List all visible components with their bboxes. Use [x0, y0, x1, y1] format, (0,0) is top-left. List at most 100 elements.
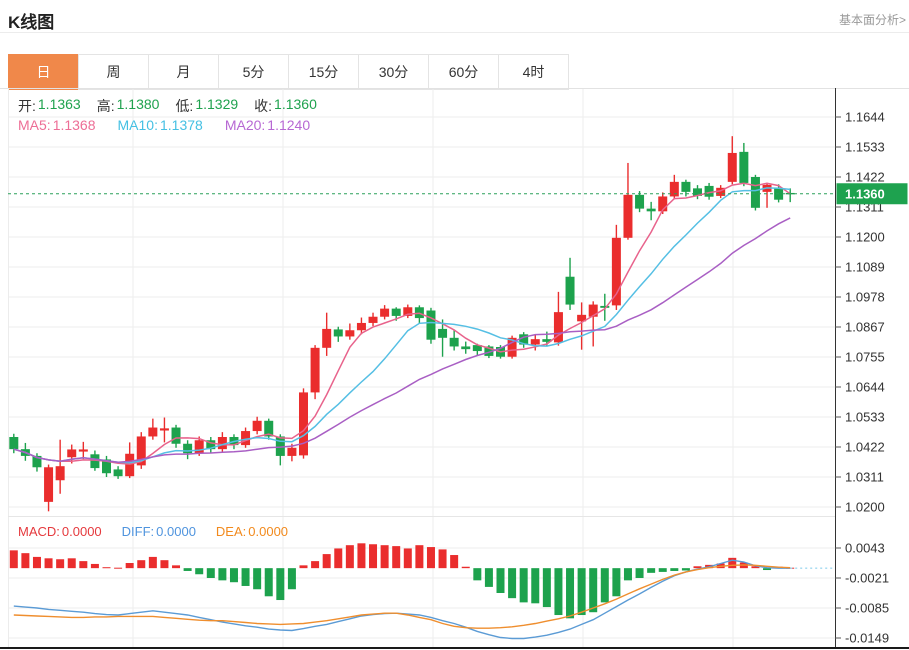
candle: [299, 392, 308, 456]
macd-bar: [751, 566, 760, 569]
candle: [727, 152, 737, 182]
tab-week[interactable]: 周: [78, 54, 149, 90]
ma20-label: MA20:: [224, 117, 266, 133]
open-value: 1.1363: [37, 96, 81, 112]
candle: [600, 305, 610, 308]
candle: [530, 339, 540, 345]
candle: [183, 443, 193, 454]
candle: [55, 466, 65, 481]
ma-line-ma10: [13, 187, 791, 464]
candle: [113, 469, 123, 477]
candle: [241, 431, 251, 446]
candle: [438, 328, 448, 338]
price-axis-label: 1.0644: [845, 380, 885, 395]
candle: [136, 436, 146, 466]
macd-axis-label: 0.0043: [845, 541, 885, 556]
diff-line: [13, 559, 791, 640]
ma20-value: 1.1240: [267, 117, 311, 133]
ma10-value: 1.1378: [159, 117, 203, 133]
ma5-value: 1.1368: [52, 117, 96, 133]
macd-bar: [137, 560, 146, 569]
open-label: 开:: [18, 98, 36, 114]
price-axis-label: 1.0533: [845, 410, 885, 425]
tab-day[interactable]: 日: [8, 54, 79, 90]
candle: [646, 208, 656, 212]
candle: [449, 337, 459, 347]
candle: [565, 276, 575, 305]
candle: [635, 194, 645, 209]
candle: [345, 330, 355, 337]
candle: [553, 312, 563, 343]
candle: [403, 307, 413, 316]
diff-value: 0.0000: [156, 524, 196, 539]
macd-axis-label: -0.0085: [845, 601, 889, 616]
fundamental-analysis-link[interactable]: 基本面分析>: [838, 13, 906, 27]
macd-bar: [542, 568, 551, 608]
tab-60min[interactable]: 60分: [428, 54, 499, 90]
ma-info: MA5: 1.1368 MA10: 1.1378 MA20: 1.1240: [18, 117, 310, 133]
candle: [264, 420, 274, 437]
macd-bar: [148, 556, 157, 569]
candle: [658, 196, 668, 212]
macd-bar: [276, 568, 285, 601]
macd-bar: [357, 543, 366, 569]
macd-bar: [253, 568, 262, 590]
macd-bar: [658, 568, 667, 572]
candle: [32, 455, 42, 468]
macd-bar: [670, 568, 679, 571]
macd-bar: [566, 568, 575, 619]
macd-bar: [380, 545, 389, 569]
macd-bar: [508, 568, 517, 599]
ma5-label: MA5:: [18, 117, 51, 133]
macd-bar: [56, 559, 65, 569]
close-value: 1.1360: [274, 96, 317, 112]
candle: [310, 347, 320, 393]
macd-bar: [681, 568, 690, 571]
macd-bar: [728, 557, 737, 569]
candle: [507, 337, 517, 357]
header-divider: [0, 32, 909, 33]
tab-month[interactable]: 月: [148, 54, 219, 90]
macd-bar: [369, 544, 378, 569]
candle: [90, 454, 100, 469]
macd-bar: [21, 553, 30, 569]
candle: [333, 329, 343, 337]
candle: [322, 328, 332, 348]
candle: [252, 420, 262, 432]
macd-bar: [44, 558, 53, 569]
candle: [588, 304, 598, 317]
candle: [368, 316, 378, 323]
price-axis-label: 1.1422: [845, 170, 885, 185]
candle: [148, 427, 158, 437]
tab-5min[interactable]: 5分: [218, 54, 289, 90]
candle: [739, 151, 749, 183]
macd-bar: [635, 568, 644, 578]
macd-bar: [623, 568, 632, 581]
macd-bar: [125, 563, 134, 569]
macd-bar: [241, 568, 250, 586]
macd-bar: [519, 568, 528, 603]
macd-bar: [79, 561, 88, 569]
tab-30min[interactable]: 30分: [358, 54, 429, 90]
tab-15min[interactable]: 15分: [288, 54, 359, 90]
candle: [287, 447, 297, 456]
low-label: 低:: [175, 98, 194, 114]
ohlc-info: 开: 1.1363 高: 1.1380 低: 1.1329 收: 1.1360: [18, 96, 317, 116]
macd-bar: [577, 568, 586, 616]
tab-4hour[interactable]: 4时: [498, 54, 569, 90]
price-axis-label: 1.1533: [845, 140, 885, 155]
current-price-badge-label: 1.1360: [845, 186, 885, 201]
candle: [356, 322, 366, 331]
price-axis-label: 1.0755: [845, 350, 885, 365]
macd-bar: [102, 567, 111, 569]
current-price-badge: [836, 183, 908, 205]
price-axis-label: 1.0200: [845, 500, 885, 515]
macd-bar: [473, 568, 482, 581]
candle: [391, 308, 401, 316]
high-value: 1.1380: [116, 96, 160, 112]
macd-axis-label: -0.0021: [845, 571, 889, 586]
candle: [44, 467, 54, 502]
macd-bar: [612, 568, 621, 597]
macd-value: 0.0000: [61, 524, 102, 539]
